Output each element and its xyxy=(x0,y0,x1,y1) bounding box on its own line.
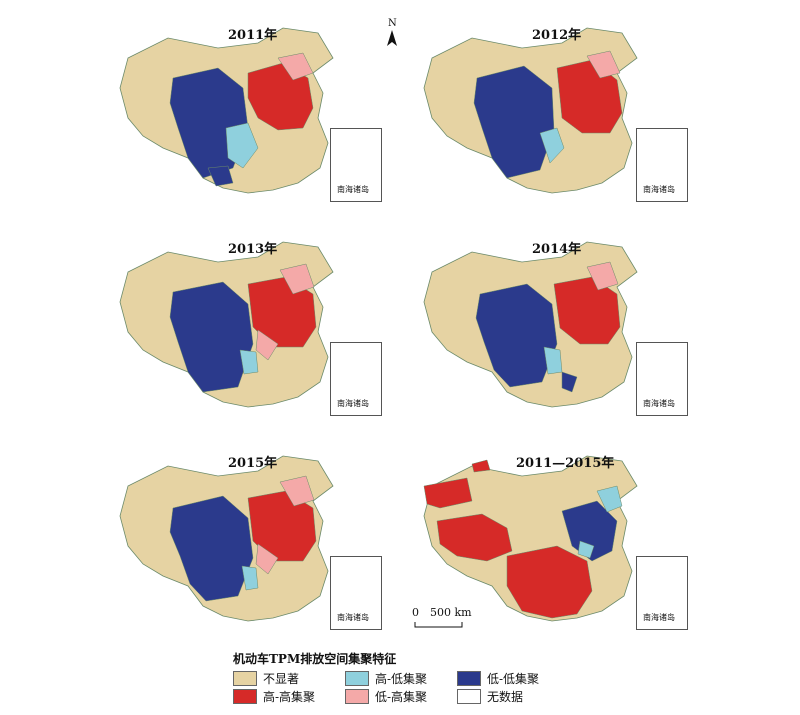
south-china-sea-inset: 南海诸岛 xyxy=(330,342,382,416)
north-label: N xyxy=(388,18,397,29)
inset-label: 南海诸岛 xyxy=(643,399,675,408)
legend-swatch xyxy=(457,670,481,686)
scale-bar: 0 500 km xyxy=(412,606,512,630)
legend-label: 低-低集聚 xyxy=(487,671,540,686)
panel-title: 2013年 xyxy=(228,242,278,257)
legend-label: 高-高集聚 xyxy=(263,689,316,704)
legend-label: 低-高集聚 xyxy=(375,689,428,704)
china-map-2011-2015 xyxy=(423,455,638,622)
legend-item-high-high: 高-高集聚 xyxy=(233,688,315,704)
inset-label: 南海诸岛 xyxy=(643,613,675,622)
south-china-sea-inset: 南海诸岛 xyxy=(330,556,382,630)
south-china-sea-inset: 南海诸岛 xyxy=(636,556,688,630)
legend-item-low-low: 低-低集聚 xyxy=(457,670,539,686)
china-map-2013 xyxy=(119,241,334,408)
south-china-sea-inset: 南海诸岛 xyxy=(330,128,382,202)
legend-swatch xyxy=(345,688,369,704)
china-map-2011 xyxy=(119,27,334,194)
panel-title: 2011—2015年 xyxy=(516,456,615,471)
china-map-2015 xyxy=(119,455,334,622)
legend-title: 机动车TPM排放空间集聚特征 xyxy=(233,652,397,666)
inset-label: 南海诸岛 xyxy=(643,185,675,194)
map-panel-2013: 2013年 南海诸岛 xyxy=(108,232,398,442)
legend-item-high-low: 高-低集聚 xyxy=(345,670,427,686)
map-panel-2012: 2012年 南海诸岛 xyxy=(412,18,702,228)
map-panel-2011: 2011年 南海诸岛 xyxy=(108,18,398,228)
panel-title: 2014年 xyxy=(532,242,582,257)
panel-title: 2015年 xyxy=(228,456,278,471)
north-arrow-icon: N xyxy=(382,18,402,50)
legend-swatch xyxy=(345,670,369,686)
legend-item-low-high: 低-高集聚 xyxy=(345,688,427,704)
panel-title: 2012年 xyxy=(532,28,582,43)
map-panel-2015: 2015年 南海诸岛 xyxy=(108,446,398,656)
south-china-sea-inset: 南海诸岛 xyxy=(636,128,688,202)
inset-label: 南海诸岛 xyxy=(337,185,369,194)
china-map-2012 xyxy=(423,27,638,194)
panel-title: 2011年 xyxy=(228,28,278,43)
scale-distance: 500 km xyxy=(430,606,472,619)
map-panel-2011-2015: 2011—2015年 南海诸岛 xyxy=(412,446,702,656)
china-map-2014 xyxy=(423,241,638,408)
scale-zero: 0 xyxy=(412,606,419,619)
legend-label: 无数据 xyxy=(487,689,524,704)
inset-label: 南海诸岛 xyxy=(337,399,369,408)
inset-label: 南海诸岛 xyxy=(337,613,369,622)
legend-item-not-significant: 不显著 xyxy=(233,670,299,686)
legend-label: 高-低集聚 xyxy=(375,671,428,686)
legend-swatch xyxy=(233,688,257,704)
legend-item-no-data: 无数据 xyxy=(457,688,523,704)
legend-swatch xyxy=(457,688,481,704)
legend-swatch xyxy=(233,670,257,686)
legend-label: 不显著 xyxy=(263,671,300,686)
map-panel-2014: 2014年 南海诸岛 xyxy=(412,232,702,442)
south-china-sea-inset: 南海诸岛 xyxy=(636,342,688,416)
